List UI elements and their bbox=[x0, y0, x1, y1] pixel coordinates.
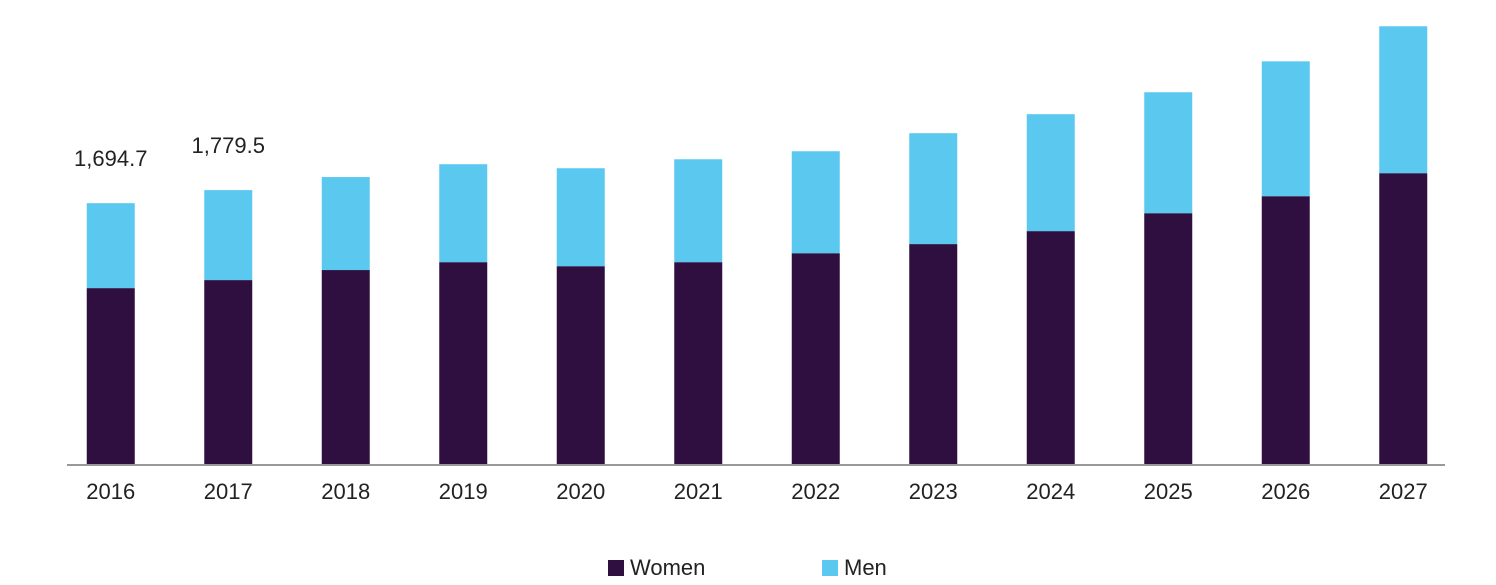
bar-segment bbox=[1026, 114, 1075, 232]
x-tick-label: 2018 bbox=[321, 479, 370, 504]
x-tick-label: 2021 bbox=[674, 479, 723, 504]
bar-segment bbox=[321, 270, 370, 465]
x-tick-label: 2024 bbox=[1026, 479, 1075, 504]
bar-segment bbox=[791, 253, 840, 465]
bar-segment bbox=[1379, 26, 1428, 174]
bar-segment bbox=[1144, 92, 1193, 214]
bar-segment bbox=[556, 266, 605, 465]
x-tick-label: 2017 bbox=[204, 479, 253, 504]
x-tick-label: 2023 bbox=[909, 479, 958, 504]
legend-label: Men bbox=[844, 555, 887, 580]
bar-segment bbox=[1379, 173, 1428, 465]
bar-segment bbox=[909, 244, 958, 465]
total-label: 1,779.5 bbox=[192, 133, 265, 158]
bar-segment bbox=[204, 280, 253, 465]
bar-segment bbox=[439, 262, 488, 465]
bar-segment bbox=[439, 164, 488, 263]
x-tick-label: 2026 bbox=[1261, 479, 1310, 504]
x-tick-label: 2020 bbox=[556, 479, 605, 504]
legend-swatch bbox=[822, 560, 838, 576]
bar-segment bbox=[909, 133, 958, 245]
x-tick-label: 2022 bbox=[791, 479, 840, 504]
bar-segment bbox=[1261, 61, 1310, 197]
bar-segment bbox=[1261, 196, 1310, 465]
bar-segment bbox=[86, 288, 135, 465]
x-tick-label: 2027 bbox=[1379, 479, 1428, 504]
bar-segment bbox=[674, 262, 723, 465]
legend-label: Women bbox=[630, 555, 705, 580]
bar-segment bbox=[674, 159, 723, 263]
bar-segment bbox=[791, 151, 840, 254]
x-tick-label: 2019 bbox=[439, 479, 488, 504]
x-tick-label: 2016 bbox=[86, 479, 135, 504]
bar-segment bbox=[556, 168, 605, 267]
bar-segment bbox=[1026, 231, 1075, 465]
bar-segment bbox=[321, 177, 370, 271]
bar-segment bbox=[86, 203, 135, 289]
total-label: 1,694.7 bbox=[74, 146, 147, 171]
bar-segment bbox=[1144, 213, 1193, 465]
legend-swatch bbox=[608, 560, 624, 576]
bar-segment bbox=[204, 190, 253, 281]
x-tick-label: 2025 bbox=[1144, 479, 1193, 504]
